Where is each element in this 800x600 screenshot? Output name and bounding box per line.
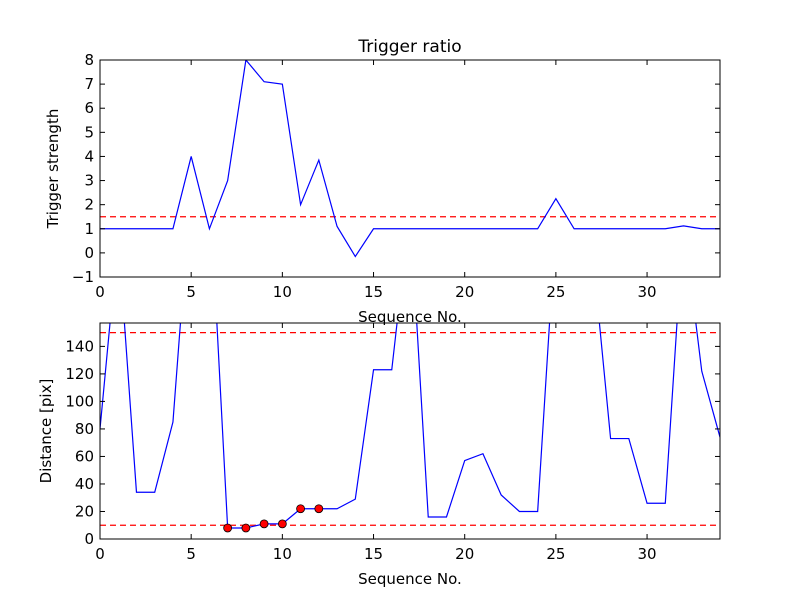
- y-tick-label: 80: [75, 420, 94, 438]
- y-tick-label: 5: [84, 123, 94, 141]
- chart-distance: Sequence No. Distance [pix] 0 5 10 15 20 25 30…: [37, 322, 721, 588]
- y-axis-label: Trigger strength: [44, 109, 62, 230]
- x-tick-label: 25: [546, 283, 565, 301]
- y-tick-label: 2: [84, 196, 94, 214]
- plot-frame: [99, 322, 721, 540]
- x-tick-label: 15: [364, 545, 383, 563]
- x-tick-label: 30: [638, 283, 657, 301]
- y-tick-label: 3: [84, 172, 94, 190]
- x-tick-label: 10: [273, 545, 292, 563]
- x-axis-label: Sequence No.: [358, 570, 462, 588]
- y-tick-label: 4: [84, 147, 94, 165]
- y-tick-label: 20: [75, 502, 94, 520]
- x-tick-label: 5: [186, 283, 196, 301]
- y-tick-label: 0: [84, 530, 94, 548]
- y-tick-label: 8: [84, 51, 94, 69]
- y-axis-label: Distance [pix]: [37, 379, 55, 484]
- x-axis-label: Sequence No.: [358, 308, 462, 326]
- data-point: [241, 523, 251, 533]
- x-tick-label: 10: [273, 283, 292, 301]
- series-line: [100, 323, 720, 529]
- x-tick-label: 15: [364, 283, 383, 301]
- x-tick-label: 25: [546, 545, 565, 563]
- chart-title: Trigger ratio: [357, 37, 461, 57]
- data-point: [277, 519, 287, 529]
- x-tick-label: 20: [455, 283, 474, 301]
- x-tick-label: 30: [638, 545, 657, 563]
- x-tick-label: 5: [186, 545, 196, 563]
- x-tick-label: 20: [455, 545, 474, 563]
- data-point: [259, 519, 269, 529]
- y-tick-label: 0: [84, 244, 94, 262]
- data-point: [223, 523, 233, 533]
- y-tick-label: 100: [65, 392, 94, 410]
- chart-trigger-ratio: Trigger ratio Sequence No. Trigger stren…: [44, 37, 721, 326]
- data-point: [314, 504, 324, 514]
- y-tick-label: 140: [65, 337, 94, 355]
- x-tick-label: 0: [95, 283, 105, 301]
- y-tick-label: 1: [84, 220, 94, 238]
- y-tick-label: −1: [72, 268, 94, 286]
- y-tick-label: 40: [75, 475, 94, 493]
- y-tick-label: 120: [65, 365, 94, 383]
- y-tick-label: 60: [75, 447, 94, 465]
- series-line: [100, 60, 720, 258]
- y-tick-label: 6: [84, 99, 94, 117]
- data-point: [296, 504, 305, 514]
- x-tick-label: 0: [95, 545, 105, 563]
- plot-frame: [99, 59, 721, 278]
- y-tick-label: 7: [84, 75, 94, 93]
